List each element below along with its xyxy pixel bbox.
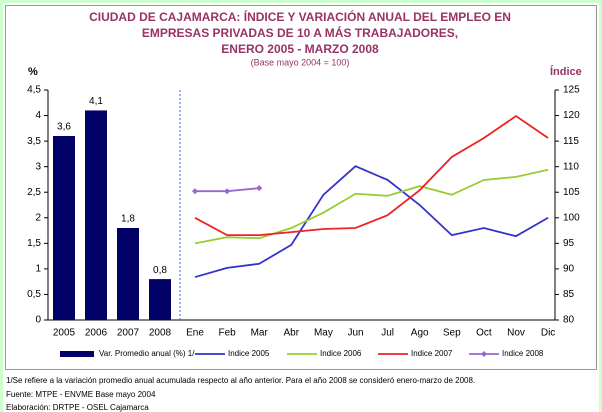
bar	[117, 228, 139, 320]
x-tick-label: Mar	[251, 328, 269, 339]
marker	[224, 188, 231, 195]
y-tick-label: 0	[35, 315, 41, 326]
y-tick-label: 4	[35, 110, 41, 121]
x-tick-label: 2007	[117, 328, 140, 339]
x-tick-label: Sep	[443, 328, 461, 339]
y2-tick-label: 120	[563, 110, 580, 121]
footnote: 1/Se refiere a la variación promedio anu…	[6, 376, 475, 385]
chart-title: EMPRESAS PRIVADAS DE 10 A MÁS TRABAJADOR…	[142, 25, 458, 40]
y-tick-label: 3,5	[27, 136, 41, 147]
y2-tick-label: 110	[563, 161, 579, 172]
y2-tick-label: 85	[563, 289, 575, 300]
line	[194, 168, 549, 245]
data-label: 0,8	[153, 265, 167, 276]
x-tick-label: Ene	[186, 328, 204, 339]
y2-axis-label: Índice	[550, 65, 582, 78]
y-tick-label: 4,5	[27, 85, 41, 96]
x-tick-label: Nov	[507, 328, 525, 339]
y2-tick-label: 80	[563, 315, 575, 326]
x-tick-label: May	[314, 328, 333, 339]
y2-tick-label: 90	[563, 264, 575, 275]
x-tick-label: 2005	[53, 328, 76, 339]
line	[194, 114, 549, 237]
y-tick-label: 0,5	[27, 289, 41, 300]
y2-tick-label: 115	[563, 136, 579, 147]
x-tick-label: Jul	[381, 328, 394, 339]
footnote: Fuente: MTPE - ENVME Base mayo 2004	[6, 390, 156, 399]
line	[194, 165, 549, 278]
x-tick-label: Ago	[411, 328, 429, 339]
legend-label: Var. Promedio anual (%) 1/	[99, 349, 195, 358]
y-tick-label: 1	[35, 264, 41, 275]
data-label: 3,6	[57, 122, 71, 133]
legend-marker	[481, 351, 487, 357]
marker	[256, 185, 263, 192]
legend-label: Indice 2005	[228, 349, 270, 358]
legend-label: Indice 2008	[502, 349, 544, 358]
data-label: 4,1	[89, 96, 103, 107]
y2-tick-label: 105	[563, 187, 580, 198]
legend-label: Indice 2006	[320, 349, 362, 358]
y-tick-label: 2	[35, 212, 41, 223]
y-tick-label: 3	[35, 161, 41, 172]
y-tick-label: 1,5	[27, 238, 41, 249]
x-tick-label: Oct	[476, 328, 492, 339]
bar	[53, 136, 75, 320]
bar	[85, 110, 107, 320]
x-tick-label: 2008	[149, 328, 172, 339]
x-tick-label: Feb	[218, 328, 236, 339]
chart-subtitle: (Base mayo 2004 = 100)	[251, 57, 350, 67]
y-axis-label: %	[28, 66, 38, 78]
marker	[192, 188, 198, 195]
y-tick-label: 2,5	[27, 187, 41, 198]
x-tick-label: 2006	[85, 328, 108, 339]
bar	[149, 279, 171, 320]
y2-tick-label: 95	[563, 238, 575, 249]
legend-label: Indice 2007	[411, 349, 453, 358]
x-tick-label: Abr	[284, 328, 300, 339]
legend-swatch	[60, 351, 94, 357]
data-label: 1,8	[121, 214, 135, 225]
y2-tick-label: 125	[563, 85, 580, 96]
footnote: Elaboración: DRTPE - OSEL Cajamarca	[6, 403, 149, 412]
x-tick-label: Jun	[347, 328, 363, 339]
chart-title: CIUDAD DE CAJAMARCA: ÍNDICE Y VARIACIÓN …	[89, 9, 511, 24]
x-tick-label: Dic	[541, 328, 555, 339]
chart-title: ENERO 2005 - MARZO 2008	[221, 42, 379, 56]
y2-tick-label: 100	[563, 212, 580, 223]
